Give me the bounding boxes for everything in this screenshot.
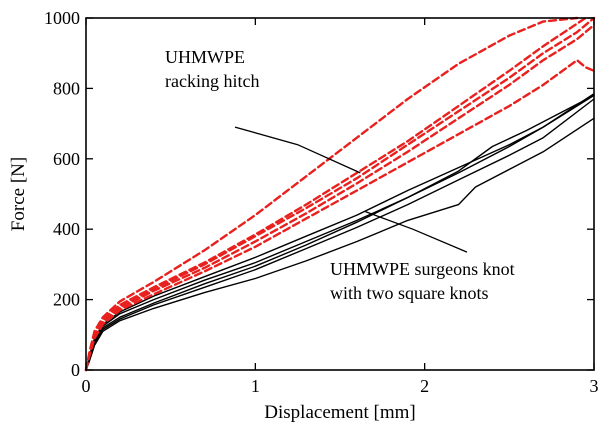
surgeons-knot-series-1 [85, 94, 595, 371]
y-axis-title: Force [N] [8, 157, 29, 231]
surgeons-knot-series-4 [85, 117, 595, 371]
annotation-layer: UHMWPE racking hitch UHMWPE surgeons knot w… [165, 47, 515, 303]
racking-hitch-series-8 [84, 23, 596, 372]
y-tick-label-4: 800 [53, 78, 80, 98]
annotation-label-1-1: with two square knots [330, 283, 488, 303]
x-tick-label-3: 3 [590, 376, 599, 396]
series-layer [84, 16, 596, 372]
ticks-layer: 0 1 2 3 0 200 400 600 800 1000 [44, 8, 599, 396]
x-tick-label-1: 1 [251, 376, 260, 396]
annotation-leader-0 [234, 126, 361, 174]
y-tick-label-2: 400 [53, 219, 80, 239]
racking-hitch-series-9 [84, 59, 596, 372]
surgeons-knot-series-3 [85, 98, 595, 371]
y-tick-label-1: 200 [53, 290, 80, 310]
y-tick-label-0: 0 [71, 360, 80, 380]
x-axis-title: Displacement [mm] [264, 402, 415, 423]
annotation-label-1-0: UHMWPE surgeons knot [330, 259, 515, 279]
racking-hitch-series-5 [84, 16, 579, 372]
y-tick-label-3: 600 [53, 149, 80, 169]
annotation-label-0-0: UHMWPE [165, 47, 245, 67]
y-tick-label-5: 1000 [44, 8, 80, 28]
annotation-leader-1 [365, 210, 468, 253]
annotation-label-0-1: racking hitch [165, 71, 259, 91]
racking-hitch-series-6 [84, 16, 587, 372]
plot-frame [85, 17, 595, 371]
x-tick-label-2: 2 [420, 376, 429, 396]
surgeons-knot-series-2 [85, 94, 595, 371]
x-tick-label-0: 0 [82, 376, 91, 396]
